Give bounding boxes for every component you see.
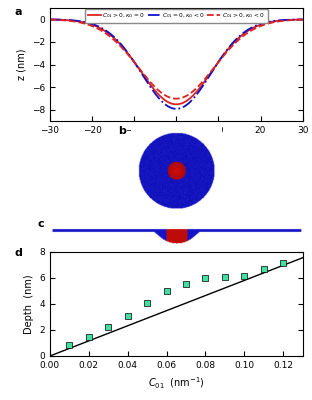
Point <box>203 275 208 282</box>
$C_{01}>0, \kappa_G < 0$ <box>293 18 297 22</box>
$C_{01}>0, \kappa_G < 0$ <box>294 18 297 22</box>
$C_{01}=0, \kappa_G < 0$ <box>294 17 297 22</box>
$C_{01}>0, \kappa_G = 0$ <box>294 17 297 22</box>
Text: a: a <box>15 7 22 17</box>
$C_{01}=0, \kappa_G < 0$ <box>61 17 65 22</box>
$C_{01}=0, \kappa_G < 0$ <box>48 17 52 22</box>
Point <box>86 334 91 340</box>
$C_{01}=0, \kappa_G < 0$ <box>174 106 178 111</box>
$C_{01}=0, \kappa_G < 0$ <box>247 27 251 32</box>
$C_{01}>0, \kappa_G < 0$ <box>164 94 168 98</box>
Y-axis label: Depth  (nm): Depth (nm) <box>24 274 34 334</box>
X-axis label: x (nm): x (nm) <box>160 141 193 151</box>
Point <box>222 273 227 280</box>
$C_{01}>0, \kappa_G = 0$ <box>293 17 297 22</box>
Point <box>125 313 130 320</box>
X-axis label: $C_{01}$  (nm$^{-1}$): $C_{01}$ (nm$^{-1}$) <box>148 376 205 391</box>
Point <box>242 273 247 279</box>
Point <box>261 266 266 272</box>
Text: d: d <box>15 248 22 258</box>
$C_{01}>0, \kappa_G < 0$ <box>48 17 52 22</box>
$C_{01}=0, \kappa_G < 0$ <box>301 17 305 22</box>
Point <box>145 300 150 306</box>
$C_{01}>0, \kappa_G = 0$ <box>48 17 52 22</box>
Text: b: b <box>118 126 126 136</box>
Point <box>67 342 72 348</box>
$C_{01}>0, \kappa_G < 0$ <box>247 30 251 34</box>
$C_{01}>0, \kappa_G < 0$ <box>174 96 178 101</box>
$C_{01}>0, \kappa_G = 0$ <box>171 102 175 106</box>
$C_{01}>0, \kappa_G < 0$ <box>301 17 305 22</box>
Line: $C_{01}>0, \kappa_G < 0$: $C_{01}>0, \kappa_G < 0$ <box>50 20 303 99</box>
Line: $C_{01}=0, \kappa_G < 0$: $C_{01}=0, \kappa_G < 0$ <box>50 20 303 109</box>
$C_{01}=0, \kappa_G < 0$ <box>171 106 175 111</box>
$C_{01}=0, \kappa_G < 0$ <box>293 17 297 22</box>
$C_{01}>0, \kappa_G = 0$ <box>247 28 251 32</box>
Point <box>164 288 169 294</box>
$C_{01}>0, \kappa_G < 0$ <box>61 18 65 23</box>
$C_{01}=0, \kappa_G < 0$ <box>164 103 168 108</box>
$C_{01}>0, \kappa_G = 0$ <box>164 98 168 103</box>
Y-axis label: z (nm): z (nm) <box>16 49 26 80</box>
Point <box>106 324 111 330</box>
Text: c: c <box>37 219 44 229</box>
$C_{01}>0, \kappa_G < 0$ <box>171 96 175 101</box>
Point <box>281 260 286 266</box>
Legend: $C_{01}>0, \kappa_G = 0$, $C_{01}=0, \kappa_G < 0$, $C_{01}>0, \kappa_G < 0$: $C_{01}>0, \kappa_G = 0$, $C_{01}=0, \ka… <box>85 9 268 23</box>
$C_{01}>0, \kappa_G = 0$ <box>174 102 178 107</box>
Line: $C_{01}>0, \kappa_G = 0$: $C_{01}>0, \kappa_G = 0$ <box>50 20 303 104</box>
Point <box>183 280 188 287</box>
$C_{01}>0, \kappa_G = 0$ <box>301 17 305 22</box>
$C_{01}>0, \kappa_G = 0$ <box>61 18 65 22</box>
